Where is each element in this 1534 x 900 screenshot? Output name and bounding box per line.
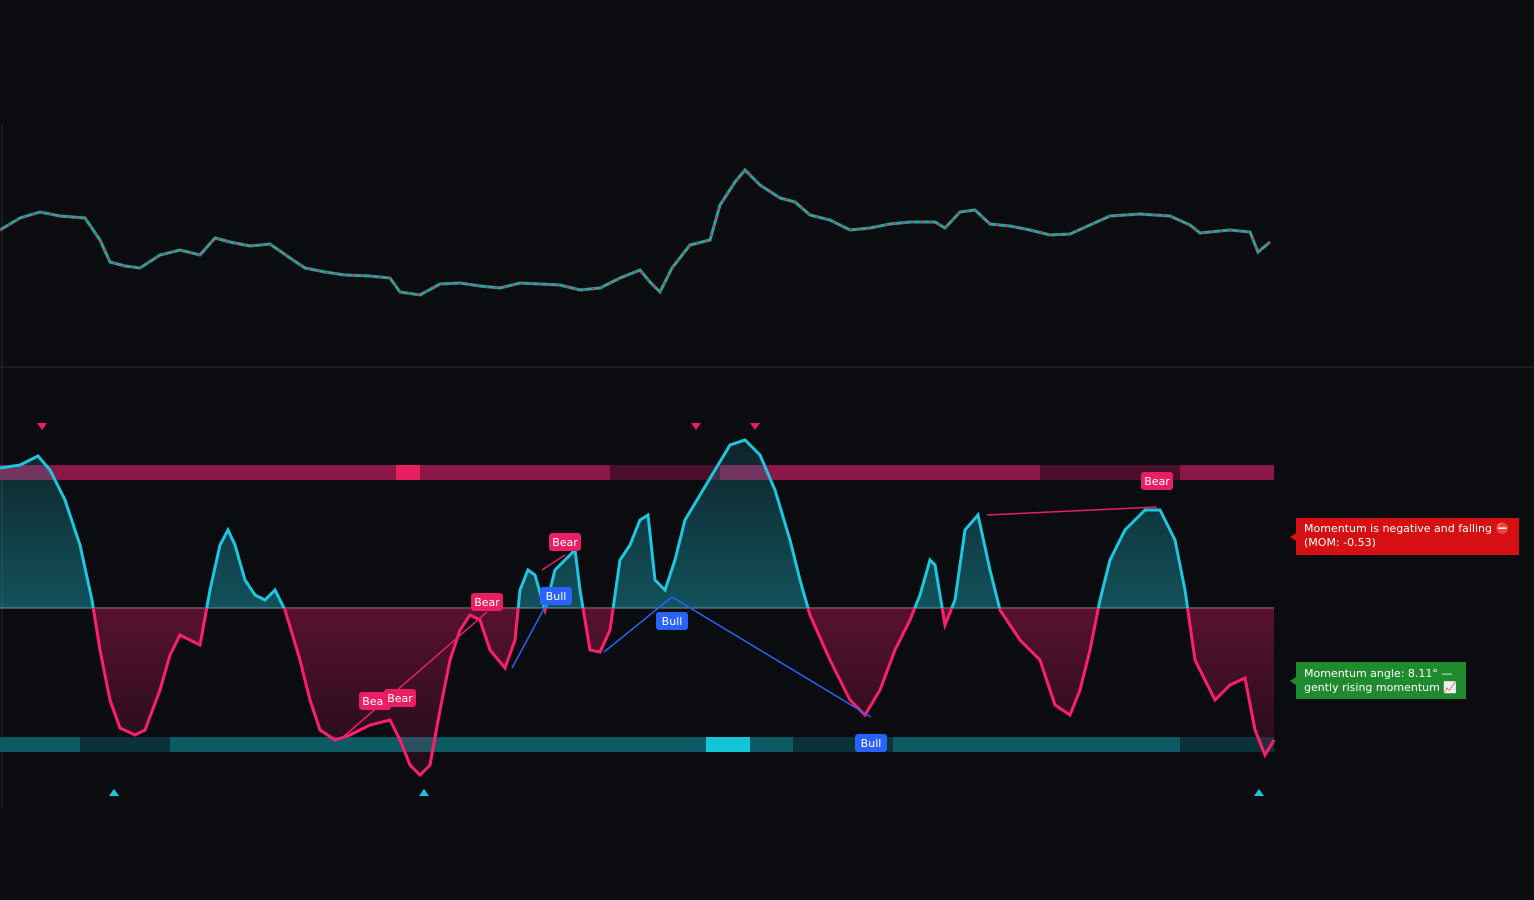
bear-band-weak — [610, 465, 720, 480]
status-box — [1290, 518, 1519, 555]
bear-area — [0, 608, 1274, 775]
bull-label-box — [540, 587, 572, 605]
bear-label-box — [359, 692, 391, 710]
status-box — [1290, 662, 1466, 699]
bear-label: Bear — [552, 536, 578, 549]
bear-band-peak — [396, 465, 420, 480]
oscillator-line-bull — [0, 438, 1190, 608]
status-text: (MOM: -0.53) — [1304, 536, 1376, 549]
divergence-line — [511, 604, 547, 669]
bull-band-weak — [80, 737, 170, 752]
divergence-line — [986, 506, 1158, 516]
bear-label-box — [1141, 472, 1173, 490]
divergence-line — [671, 596, 872, 718]
price-line — [0, 167, 1271, 297]
divergence-line — [541, 554, 566, 571]
bear-label: Bear — [387, 692, 413, 705]
oscillator — [0, 438, 1276, 778]
bear-label: Bear — [1144, 475, 1170, 488]
bull-label: Bull — [546, 590, 567, 603]
bull-area — [0, 440, 1274, 608]
divergence-line — [603, 596, 673, 653]
bull-label-box — [855, 734, 887, 752]
bear-label: Bear — [474, 596, 500, 609]
oscillator-line-bear — [91, 608, 1276, 778]
status-text: gently rising momentum 📈 — [1304, 681, 1457, 694]
status-text: Momentum is negative and falling ⛔ — [1304, 522, 1509, 535]
bull-band-weak — [1180, 737, 1274, 752]
bear-label-box — [384, 689, 416, 707]
bull-label: Bull — [662, 615, 683, 628]
bull-label: Bull — [861, 737, 882, 750]
bear-label-box — [471, 593, 503, 611]
bear-label: Bear — [362, 695, 388, 708]
bull-band-peak — [706, 737, 750, 752]
bull-band — [0, 737, 1274, 752]
divergence-line — [341, 611, 488, 739]
bull-label-box — [656, 612, 688, 630]
status-text: Momentum angle: 8.11° — — [1304, 667, 1452, 680]
bear-label-box — [549, 533, 581, 551]
